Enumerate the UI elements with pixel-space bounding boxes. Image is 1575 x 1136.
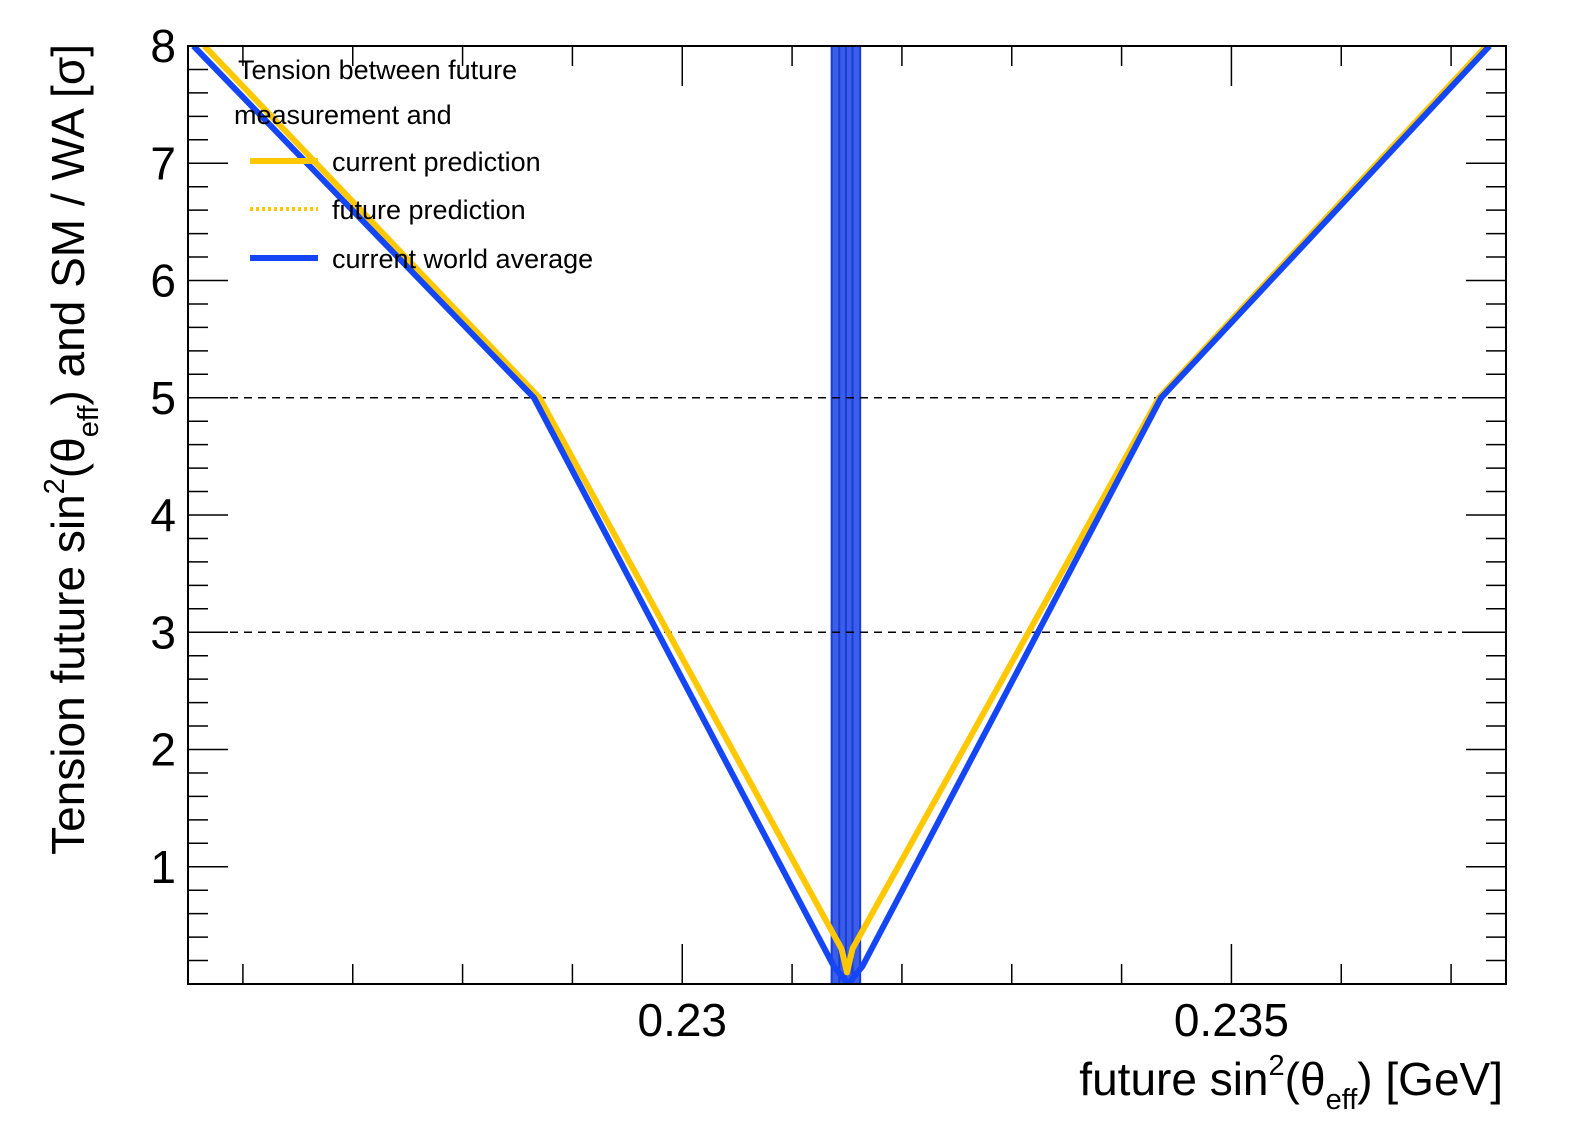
- y-tick-label: 6: [150, 255, 176, 307]
- x-tick-label: 0.235: [1174, 994, 1289, 1046]
- legend-label-future-prediction: future prediction: [332, 195, 526, 225]
- y-tick-label: 8: [150, 20, 176, 72]
- legend-label-current-world-average: current world average: [332, 244, 593, 274]
- series-current-world-average: [191, 46, 1492, 984]
- y-tick-label: 2: [150, 724, 176, 776]
- y-tick-label: 3: [150, 606, 176, 658]
- x-axis-title: future sin2(θeff) [GeV]: [1079, 1050, 1503, 1116]
- world-average-band: [830, 45, 862, 985]
- legend-title-line-2: measurement and: [234, 100, 452, 130]
- series-lines: [191, 46, 1492, 984]
- reference-lines: [188, 396, 1506, 634]
- x-tick-label: 0.23: [637, 994, 727, 1046]
- legend-label-current-prediction: current prediction: [332, 147, 541, 177]
- legend: Tension between future measurement and c…: [234, 55, 593, 274]
- y-tick-label: 1: [150, 841, 176, 893]
- y-tick-label: 5: [150, 372, 176, 424]
- legend-title-line-1: Tension between future: [238, 55, 517, 85]
- axis-ticks: [188, 45, 1506, 984]
- axis-tick-labels: 1 2 3 4 5 6 7 8 0.23 0.235: [150, 20, 1289, 1046]
- y-axis-title: Tension future sin2(θeff) and SM / WA [σ…: [39, 44, 105, 855]
- y-tick-label: 4: [150, 489, 176, 541]
- y-tick-label: 7: [150, 137, 176, 189]
